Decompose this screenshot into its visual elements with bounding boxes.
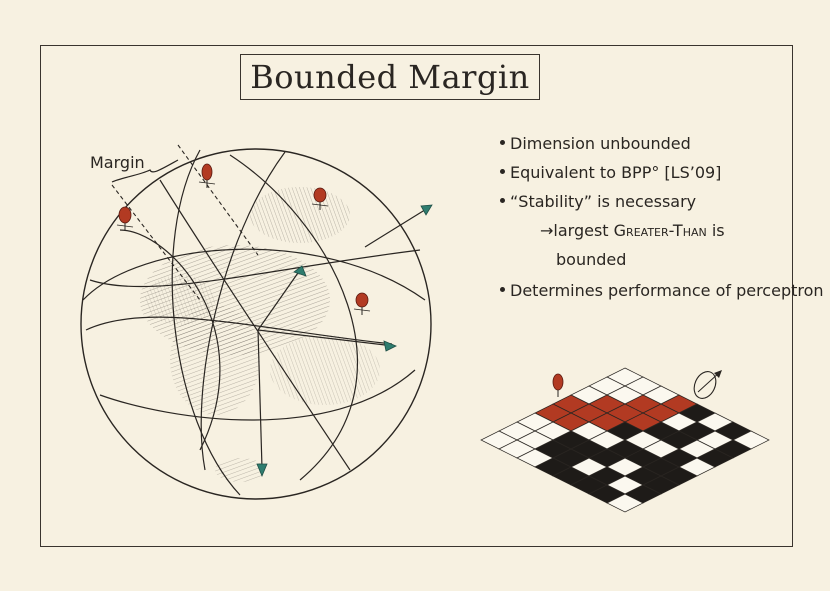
isometric-grid (480, 367, 770, 513)
bullet-item: Dimension unbounded (500, 134, 691, 153)
bullet-text: Determines performance of perceptron (510, 281, 824, 300)
bullet-dot-icon (500, 140, 505, 145)
pin-icon (116, 206, 134, 231)
title-box: Bounded Margin (240, 54, 540, 100)
sphere-outline (80, 148, 432, 500)
sub-bullet-continuation: bounded (556, 250, 627, 269)
sub-bullet-text: largest (553, 221, 614, 240)
pin-icon (198, 163, 216, 188)
arrowhead-up-icon (293, 265, 307, 277)
margin-bracket (111, 159, 179, 183)
arrow-icon: → (540, 221, 554, 240)
bullet-dot-icon (500, 169, 505, 174)
page-title: Bounded Margin (250, 58, 530, 96)
bullet-dot-icon (500, 198, 505, 203)
hyperplane-disc-icon (693, 370, 722, 399)
outer-frame (40, 45, 793, 547)
bullet-dot-icon (500, 287, 505, 292)
pin-icon (353, 292, 371, 315)
great-circles (82, 149, 426, 496)
arrowhead-outer-icon (420, 204, 433, 216)
arrowhead-right-icon (383, 340, 397, 352)
bullet-item: Equivalent to BPP° [LS’09] (500, 163, 721, 182)
sub-bullet: →largest Greater-Than is (540, 221, 725, 240)
bullet-text: Dimension unbounded (510, 134, 691, 153)
bullet-item: “Stability” is necessary (500, 192, 696, 211)
bullet-item: Determines performance of perceptron (500, 281, 824, 300)
pin-icon (552, 373, 564, 397)
pin-icon (311, 187, 329, 210)
red-pins (116, 163, 371, 315)
sub-bullet-smallcaps: Greater-Than (613, 221, 707, 240)
arrowhead-down-icon (256, 463, 268, 478)
sub-bullet-text-end: is (706, 221, 725, 240)
margin-label: Margin (90, 153, 145, 172)
bullet-text: Equivalent to BPP° [LS’09] (510, 163, 722, 182)
vector-arrowheads (256, 204, 433, 478)
grid-cell (606, 493, 644, 513)
bullet-text: “Stability” is necessary (510, 192, 697, 211)
margin-lines (111, 144, 259, 301)
vectors (257, 207, 429, 469)
